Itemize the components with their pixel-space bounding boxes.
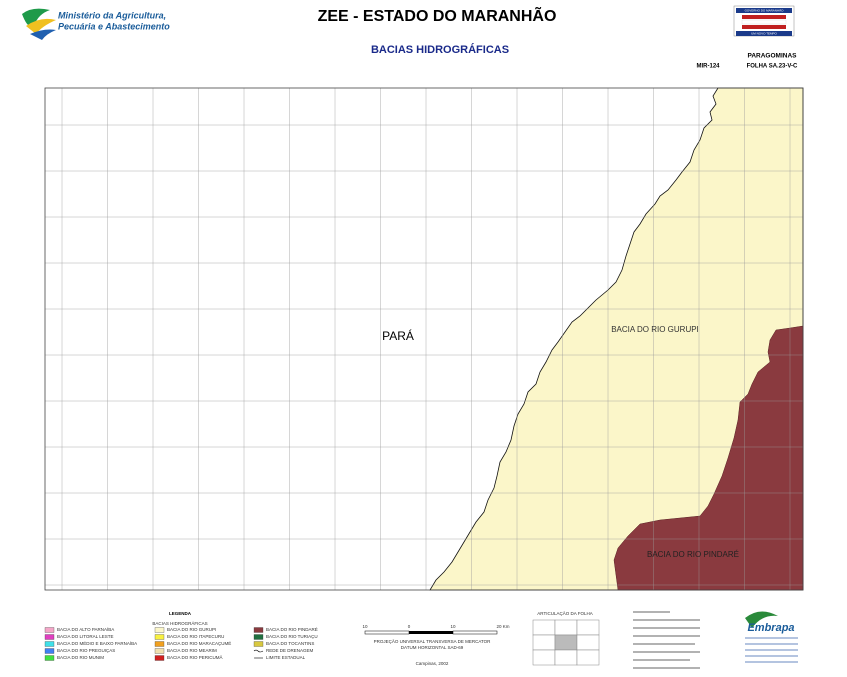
scale-label: 10 <box>362 624 368 629</box>
legend-label: BACIA DO RIO MUNIM <box>57 655 104 660</box>
state-logo-text: GOVERNO DO MARANHÃO <box>745 7 785 12</box>
legend-swatch <box>44 655 55 661</box>
date: Campinas, 2002 <box>416 661 449 666</box>
ministry-logo <box>22 8 56 40</box>
projection: PROJEÇÃO UNIVERSAL TRANSVERSA DE MERCATO… <box>374 638 492 644</box>
legend-swatch <box>154 627 165 633</box>
legend-label: BACIA DO RIO TURIAÇU <box>266 634 318 639</box>
legend-swatch <box>253 641 264 647</box>
legend-label: REDE DE DRENAGEM <box>266 648 314 653</box>
subtitle: BACIAS HIDROGRÁFICAS <box>371 43 509 56</box>
legend-label: BACIA DO RIO PERICUMÃ <box>167 654 223 660</box>
scale-label: 20 Km <box>496 624 509 629</box>
map-border <box>44 87 804 591</box>
legend-label: BACIA DO RIO GURUPI <box>167 627 216 632</box>
title: ZEE - ESTADO DO MARANHÃO <box>318 5 557 25</box>
legend-swatch <box>253 627 264 633</box>
scale-bar <box>364 630 498 635</box>
legend-swatch <box>253 634 264 640</box>
embrapa-lines <box>745 637 798 663</box>
state-logo <box>733 5 795 37</box>
region-label: BACIA DO RIO GURUPI <box>611 325 699 334</box>
datum: DATUM HORIZONTAL SAD-69 <box>401 645 464 650</box>
legend-label: BACIA DO LITORAL LESTE <box>57 634 114 639</box>
legend-swatch <box>44 634 55 640</box>
legend-swatch <box>154 634 165 640</box>
legend-swatch <box>44 627 55 633</box>
legend-line <box>253 649 264 653</box>
gurupi-basin <box>429 87 804 591</box>
sheet-code: FOLHA SA.23-V-C <box>747 64 798 70</box>
legend-swatch <box>154 641 165 647</box>
legend-swatch <box>154 648 165 654</box>
ministry-name: Ministério da Agricultura, <box>58 10 166 20</box>
articulation-grid <box>532 619 600 666</box>
legend-label: BACIA DO RIO PINDARÉ <box>266 626 318 632</box>
legend-label: BACIA DO RIO MEARIM <box>167 648 217 653</box>
embrapa-name: Embrapa <box>747 622 794 634</box>
ministry-name: Pecuária e Abastecimento <box>58 21 170 31</box>
region-label: PARÁ <box>382 328 414 343</box>
legend: BACIA DO ALTO PARNAÍBA BACIA DO LITORAL L… <box>44 626 318 661</box>
legend-label: BACIA DO ALTO PARNAÍBA <box>57 626 114 632</box>
legend-label: LIMITE ESTADUAL <box>266 655 306 660</box>
legend-label: BACIA DO TOCANTINS <box>266 641 314 646</box>
pindare-basin <box>613 325 804 591</box>
legend-title: LEGENDA <box>169 611 192 616</box>
legend-swatch <box>44 648 55 654</box>
sheet-mir: MIR-124 <box>696 64 720 70</box>
credit-lines <box>633 611 700 669</box>
map-frame: PARÁ BACIA DO RIO GURUPI BACIA DO RIO PI… <box>44 87 804 591</box>
scale-label: 10 <box>450 624 456 629</box>
articulation-title: ARTICULAÇÃO DA FOLHA <box>537 610 592 616</box>
legend-subtitle: BACIAS HIDROGRÁFICAS <box>152 620 207 626</box>
scale-label: 0 <box>408 624 411 629</box>
legend-label: BACIA DO RIO PREGUIÇAS <box>57 648 115 653</box>
embrapa-logo <box>745 611 778 628</box>
region-label: BACIA DO RIO PINDARÉ <box>647 550 739 559</box>
state-logo-text: UM NOVO TEMPO <box>751 31 777 35</box>
legend-swatch <box>154 655 165 661</box>
legend-swatch <box>44 641 55 647</box>
legend-label: BACIA DO MÉDIO E BAIXO PARNAÍBA <box>57 640 137 646</box>
sheet-name: PARAGOMINAS <box>748 53 798 60</box>
legend-label: BACIA DO RIO MARACAÇUMÉ <box>167 640 231 646</box>
legend-label: BACIA DO RIO ITAPECURU <box>167 634 224 639</box>
